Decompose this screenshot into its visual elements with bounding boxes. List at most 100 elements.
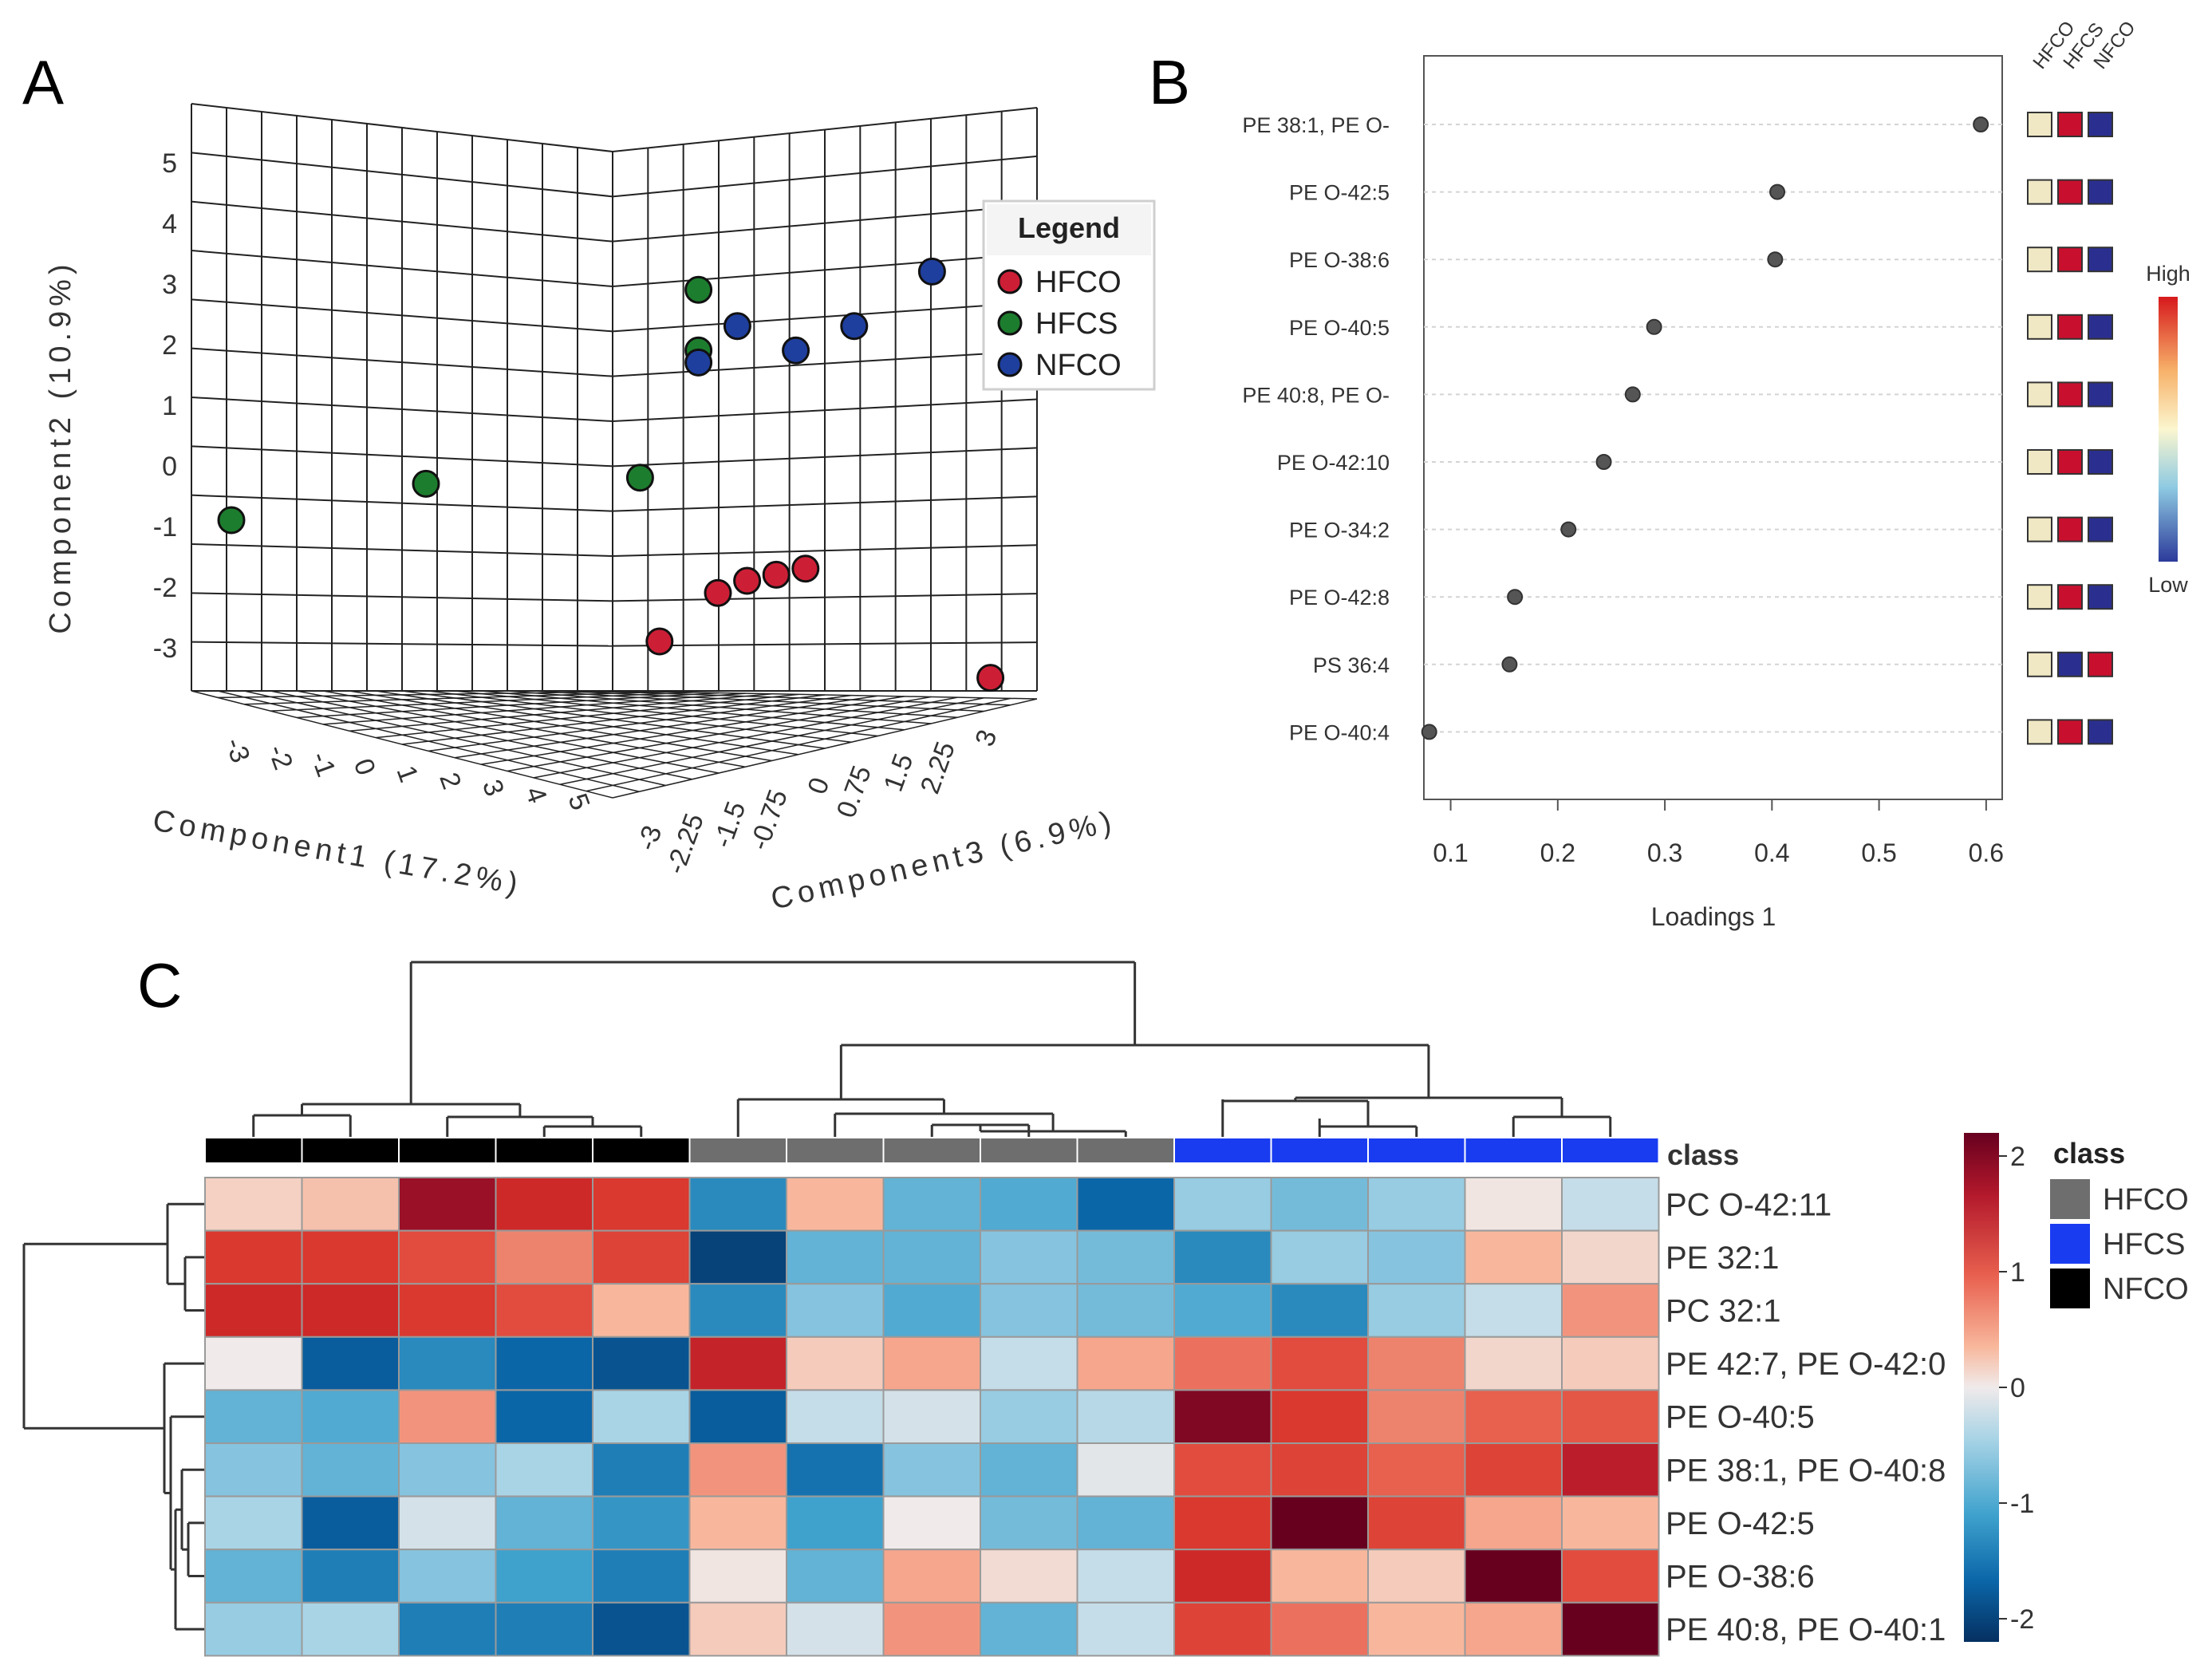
c-heatmap-cell — [882, 1389, 981, 1445]
c-heatmap-cell — [1173, 1389, 1272, 1445]
c-heatmap-cell — [882, 1442, 981, 1497]
b-loading-dot — [1973, 116, 1989, 132]
a-legend-label: HFCO — [1035, 266, 1122, 299]
b-loading-dot — [1595, 454, 1612, 470]
c-heatmap-cell — [1173, 1283, 1272, 1338]
c-class-cell — [495, 1137, 593, 1164]
c-class-legend-title: class — [2053, 1137, 2125, 1170]
b-group-box — [2057, 719, 2083, 745]
c-heatmap-cell — [1561, 1177, 1660, 1232]
c-colorbar-tick-label: -2 — [2010, 1604, 2034, 1635]
c-colorbar: 2 1 0 -1 -2 — [1964, 1133, 2034, 1642]
c-class-cell — [301, 1137, 400, 1164]
b-feature-label: PE O-42:10 — [1277, 451, 1390, 475]
a-point-nfco — [917, 257, 946, 286]
panel-c-heatmap: class PC O-42:11 PE 32:1 PC 32:1 PE 42:7, P… — [22, 961, 2189, 1657]
c-class-cell — [882, 1137, 981, 1164]
c-row-label: PC O-42:11 — [1666, 1187, 1832, 1222]
c-heatmap-cell — [204, 1177, 303, 1232]
b-loading-dot — [1507, 589, 1524, 606]
c-heatmap-cell — [882, 1601, 981, 1657]
a-grid-line — [612, 641, 1038, 647]
a-grid-line — [612, 155, 1038, 198]
a-grid-line — [191, 152, 613, 198]
b-x-tick-label: 0.2 — [1540, 838, 1575, 867]
c-heatmap-cell — [495, 1601, 593, 1657]
c-heatmap-cell — [204, 1495, 303, 1551]
a-legend-entries: HFCO HFCS NFCO — [997, 266, 1122, 382]
b-colorbar: High Low — [2146, 262, 2190, 597]
c-colorbar-tick-label: 0 — [2010, 1373, 2025, 1403]
c-heatmap-cell — [1270, 1442, 1369, 1497]
c-heatmap-cell — [882, 1177, 981, 1232]
c-class-cell — [1561, 1137, 1660, 1164]
c-heatmap-cell — [786, 1177, 885, 1232]
c-heatmap-cell — [688, 1177, 787, 1232]
c-heatmap-cell — [495, 1177, 593, 1232]
c-heatmap-cell — [592, 1283, 691, 1338]
a-point-nfco — [782, 336, 810, 365]
c-heatmap-cell — [1270, 1549, 1369, 1604]
b-group-box — [2027, 179, 2052, 205]
panel-label-c: C — [137, 950, 182, 1020]
c-class-cell — [980, 1137, 1078, 1164]
a-legend-label: NFCO — [1035, 349, 1122, 382]
b-group-box — [2057, 651, 2083, 677]
c-heatmap-cell — [301, 1442, 400, 1497]
c-heatmap-cell — [1173, 1442, 1272, 1497]
c-heatmap-cell — [1076, 1601, 1175, 1657]
c-heatmap-cell — [204, 1442, 303, 1497]
c-heatmap-cell — [1367, 1495, 1466, 1551]
c-heatmap-cell — [980, 1442, 1078, 1497]
c-row-label: PC 32:1 — [1666, 1294, 1781, 1329]
c-heatmap-cell — [882, 1229, 981, 1285]
c-class-legend-swatch — [2050, 1179, 2090, 1219]
c-heatmap-cell — [301, 1336, 400, 1391]
c-column-dendrogram — [252, 961, 1612, 1138]
a-floor-line — [454, 695, 878, 759]
a-floor-line — [401, 694, 826, 745]
c-class-cell — [204, 1137, 303, 1164]
a-grid-line — [191, 494, 613, 512]
b-group-box — [2057, 314, 2083, 340]
a-grid-line — [612, 593, 1038, 602]
c-heatmap-cell — [204, 1336, 303, 1391]
a-x-axis-title: Component1 (17.2%) — [150, 804, 524, 902]
b-group-box — [2088, 516, 2113, 543]
c-heatmap-cell — [980, 1601, 1078, 1657]
a-y-tick-label: 1 — [162, 391, 177, 421]
c-heatmap-cell — [1561, 1283, 1660, 1338]
c-heatmap-cell — [301, 1229, 400, 1285]
b-group-box — [2088, 651, 2113, 677]
c-heatmap-cell — [1561, 1389, 1660, 1445]
a-x-tick-label: 1 — [390, 762, 424, 787]
c-class-legend-swatch — [2050, 1269, 2090, 1308]
b-feature-label: PE O-38:6 — [1289, 248, 1390, 272]
c-heatmap-cell — [1464, 1495, 1563, 1551]
c-heatmap-cell — [398, 1442, 497, 1497]
c-heatmap-cell — [204, 1229, 303, 1285]
b-feature-label: PE O-42:5 — [1289, 181, 1390, 205]
a-floor-line — [533, 696, 958, 779]
b-loading-dot — [1646, 318, 1662, 335]
c-class-legend-label: HFCS — [2103, 1228, 2185, 1261]
c-heatmap-cell — [1270, 1495, 1369, 1551]
a-z-tick-label: 0 — [802, 774, 835, 799]
c-heatmap-cell — [1173, 1549, 1272, 1604]
c-class-legend-label: HFCO — [2103, 1183, 2189, 1217]
c-row-label: PE 32:1 — [1666, 1241, 1779, 1276]
b-feature-label: PE O-34:2 — [1289, 519, 1390, 543]
c-cells — [204, 1177, 1660, 1657]
b-loading-dot — [1501, 656, 1518, 673]
c-heatmap-cell — [398, 1229, 497, 1285]
a-point-hfcs — [217, 506, 246, 535]
c-heatmap-cell — [1464, 1336, 1563, 1391]
c-heatmap-cell — [1367, 1601, 1466, 1657]
a-legend-label: HFCS — [1035, 307, 1118, 341]
b-group-box — [2088, 112, 2113, 137]
b-plot-frame — [1423, 55, 2003, 800]
c-heatmap-cell — [786, 1495, 885, 1551]
a-point-hfco — [733, 566, 762, 595]
